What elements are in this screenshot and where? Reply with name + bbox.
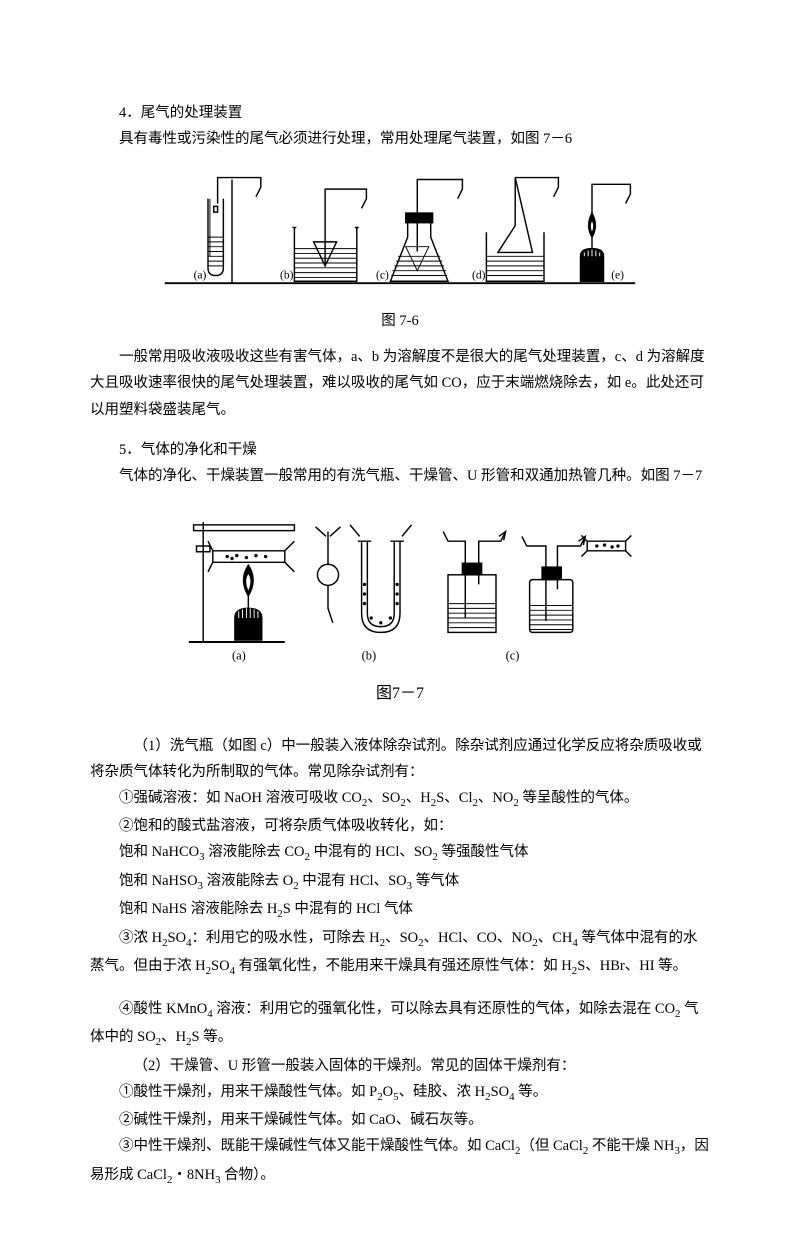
line-7: ④酸性 KMnO4 溶液：利用它的强氧化性，可以除去具有还原性的气体，如除去混在… bbox=[90, 996, 710, 1053]
fig-7-7-svg: (a) (b) bbox=[160, 497, 640, 667]
section-4-para: 一般常用吸收液吸收这些有害气体，a、b 为溶解度不是很大的尾气处理装置，c、d … bbox=[90, 344, 710, 422]
fig76-label-d: (d) bbox=[472, 270, 486, 282]
line-3: 饱和 NaHCO3 溶液能除去 CO2 中混有的 HCl、SO2 等强酸性气体 bbox=[90, 839, 710, 867]
fig76-label-b: (b) bbox=[280, 270, 294, 282]
figure-7-7: (a) (b) bbox=[90, 497, 710, 676]
section-5-title: 5．气体的净化和干燥 bbox=[90, 437, 710, 463]
line-9: ②碱性干燥剂，用来干燥碱性气体。如 CaO、碱石灰等。 bbox=[90, 1107, 710, 1133]
figure-7-6: (a) (b) (c) bbox=[90, 160, 710, 304]
line-8: ①酸性干燥剂，用来干燥酸性气体。如 P2O5、硅胶、浓 H2SO4 等。 bbox=[90, 1079, 710, 1107]
line-2: ②饱和的酸式盐溶液，可将杂质气体吸收转化，如： bbox=[90, 813, 710, 839]
fig77-label-b: (b) bbox=[362, 648, 377, 662]
line-6: ③浓 H2SO4：利用它的吸水性，可除去 H2、SO2、HCl、CO、NO2、C… bbox=[90, 925, 710, 982]
fig77-label-a: (a) bbox=[232, 648, 246, 662]
line-1: ①强碱溶液：如 NaOH 溶液可吸收 CO2、SO2、H2S、Cl2、NO2 等… bbox=[90, 785, 710, 813]
fig76-label-c: (c) bbox=[376, 270, 389, 282]
fig77-label-c: (c) bbox=[506, 648, 520, 662]
para-2: （2）干燥管、U 形管一般装入固体的干燥剂。常见的固体干燥剂有： bbox=[90, 1053, 710, 1079]
para-1: （1）洗气瓶（如图 c）中一般装入液体除杂试剂。除杂试剂应通过化学反应将杂质吸收… bbox=[90, 733, 710, 785]
section-4-title: 4．尾气的处理装置 bbox=[90, 100, 710, 126]
fig76-label-a: (a) bbox=[194, 270, 207, 282]
figure-7-6-caption: 图 7-6 bbox=[90, 308, 710, 334]
line-4: 饱和 NaHSO3 溶液能除去 O2 中混有 HCl、SO3 等气体 bbox=[90, 868, 710, 896]
line-10: ③中性干燥剂、既能干燥碱性气体又能干燥酸性气体。如 CaCl2（但 CaCl2 … bbox=[90, 1133, 710, 1190]
line-5: 饱和 NaHS 溶液能除去 H2S 中混有的 HCl 气体 bbox=[90, 896, 710, 924]
section-5-intro: 气体的净化、干燥装置一般常用的有洗气瓶、干燥管、U 形管和双通加热管几种。如图 … bbox=[90, 463, 710, 489]
figure-7-7-caption: 图7－7 bbox=[90, 680, 710, 709]
fig-7-6-svg: (a) (b) (c) bbox=[160, 160, 640, 295]
fig76-label-e: (e) bbox=[611, 270, 624, 282]
section-4-intro: 具有毒性或污染性的尾气必须进行处理，常用处理尾气装置，如图 7－6 bbox=[90, 126, 710, 152]
